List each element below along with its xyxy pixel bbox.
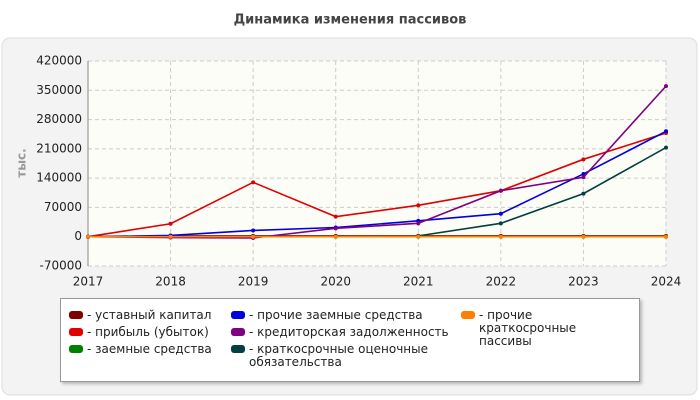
legend-label: - прочие краткосрочные пассивы — [479, 308, 577, 348]
legend: - уставный капитал - прибыль (убыток) - за… — [60, 298, 640, 382]
point — [86, 234, 90, 239]
x-tick-label: 2018 — [155, 275, 186, 289]
legend-item: - прочие краткосрочные пассивы — [461, 309, 631, 348]
legend-swatch — [461, 311, 475, 319]
point — [333, 226, 338, 231]
point — [333, 214, 338, 219]
point — [581, 171, 586, 176]
point — [333, 234, 338, 239]
x-tick-label: 2019 — [238, 275, 269, 289]
y-tick-label: 420000 — [36, 54, 82, 68]
point — [168, 221, 173, 226]
legend-item: - заемные средства — [69, 343, 231, 377]
y-tick-label: 280000 — [36, 112, 82, 126]
point — [251, 228, 256, 233]
legend-item: - прочие заемные средства — [231, 309, 461, 326]
x-tick-label: 2023 — [568, 275, 599, 289]
y-tick-label: 70000 — [44, 200, 82, 214]
y-axis-label: тыс. — [15, 148, 29, 177]
point — [251, 234, 256, 239]
legend-swatch — [231, 328, 245, 336]
point — [581, 157, 586, 162]
point — [498, 188, 503, 193]
series-line — [418, 146, 667, 237]
legend-item: - кредиторская задолженность — [231, 326, 461, 343]
point — [664, 84, 668, 89]
legend-item: - прибыль (убыток) — [69, 326, 231, 343]
legend-swatch — [69, 345, 83, 353]
point — [581, 175, 586, 180]
point — [251, 180, 256, 185]
legend-label: - заемные средства — [87, 342, 212, 356]
point — [664, 129, 668, 134]
series-line — [87, 235, 666, 238]
series-line — [87, 85, 667, 239]
x-tick-label: 2024 — [651, 275, 682, 289]
point — [168, 234, 173, 239]
legend-swatch — [231, 311, 245, 319]
y-tick-label: 0 — [74, 229, 82, 243]
point — [498, 221, 503, 226]
legend-label: - кредиторская задолженность — [249, 325, 449, 339]
legend-label: - краткосрочные оценочные обязательства — [249, 342, 428, 369]
x-tick-label: 2021 — [403, 275, 434, 289]
point — [416, 203, 421, 208]
point — [416, 221, 421, 226]
point — [581, 234, 586, 239]
point — [664, 145, 668, 150]
y-tick-label: 210000 — [36, 141, 82, 155]
point — [581, 191, 586, 196]
legend-label: - уставный капитал — [87, 308, 212, 322]
x-tick-label: 2020 — [320, 275, 351, 289]
legend-label: - прочие заемные средства — [249, 308, 423, 322]
y-tick-label: 350000 — [36, 83, 82, 97]
legend-label: - прибыль (убыток) — [87, 325, 209, 339]
legend-swatch — [231, 345, 245, 353]
y-tick-label: -70000 — [39, 259, 82, 273]
series-line — [87, 130, 667, 238]
x-tick-label: 2022 — [486, 275, 517, 289]
y-tick-label: 140000 — [36, 171, 82, 185]
x-tick-label: 2017 — [73, 275, 104, 289]
chart-title: Динамика изменения пассивов — [234, 13, 467, 28]
legend-swatch — [69, 311, 83, 319]
point — [498, 211, 503, 216]
point — [416, 234, 421, 239]
series-line — [87, 132, 667, 238]
point — [498, 234, 503, 239]
legend-swatch — [69, 328, 83, 336]
legend-item: - краткосрочные оценочные обязательства — [231, 343, 461, 377]
point — [664, 234, 668, 239]
legend-item: - уставный капитал — [69, 309, 231, 326]
plot-area — [88, 61, 666, 266]
